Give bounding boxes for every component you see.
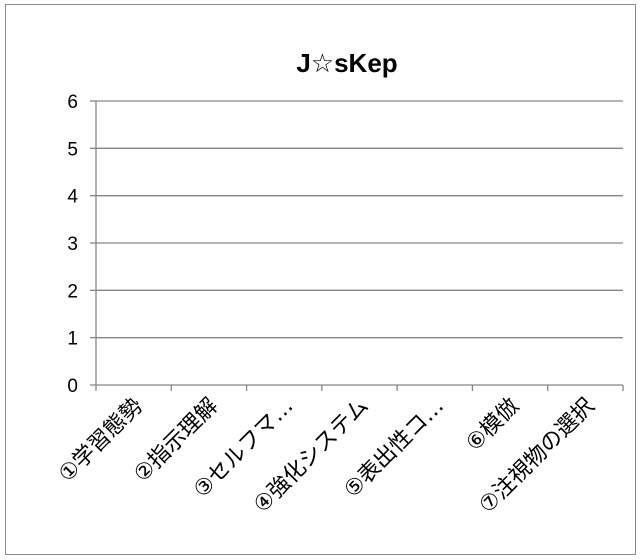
gridlines — [96, 100, 623, 339]
chart-area: J☆sKep 0 1 2 3 4 5 6 ①学習態勢 ②指示理解 ③セルフマ… ④強化システム ⑤表… — [5, 4, 636, 555]
y-tick-label: 5 — [67, 139, 78, 160]
x-category-label: ⑥模倣 — [462, 394, 525, 457]
y-tick-label: 4 — [67, 187, 78, 208]
y-tick-label: 1 — [67, 329, 78, 350]
chart-svg: J☆sKep 0 1 2 3 4 5 6 ①学習態勢②指示理解③セルフマ…④強化システム⑤表… — [54, 48, 624, 519]
axes — [90, 100, 624, 391]
y-tick-label: 6 — [67, 92, 78, 113]
y-tick-labels: 0 1 2 3 4 5 6 — [67, 92, 78, 397]
chart-title: J☆sKep — [296, 48, 397, 78]
y-tick-label: 3 — [67, 234, 78, 255]
y-tick-label: 2 — [67, 281, 78, 302]
y-tick-label: 0 — [67, 376, 78, 397]
